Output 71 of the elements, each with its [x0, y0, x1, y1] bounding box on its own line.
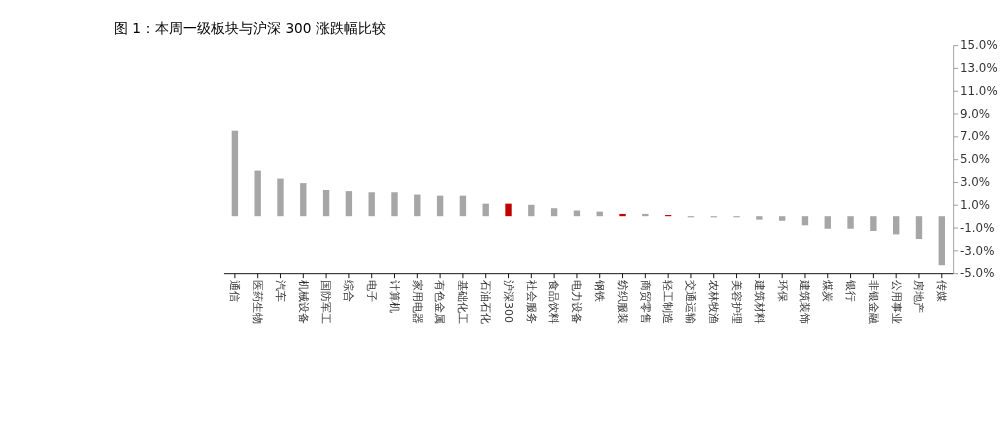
bar — [847, 216, 854, 229]
x-tick-label: 农林牧渔 — [707, 280, 721, 325]
chart-title: 图 1：本周一级板块与沪深 300 涨跌幅比较 — [114, 20, 386, 37]
bar — [938, 216, 945, 266]
x-tick-label: 有色金属 — [433, 280, 447, 325]
x-tick-label: 医药生物 — [251, 280, 265, 325]
x-tick-label: 汽车 — [273, 280, 287, 303]
x-tick-label: 沪深300 — [501, 280, 515, 323]
y-tick-label: 1.0% — [960, 197, 991, 212]
x-tick-label: 机械设备 — [296, 280, 310, 325]
y-tick-label: -3.0% — [960, 243, 995, 258]
x-tick-label: 通信 — [228, 280, 242, 303]
x-tick-label: 传媒 — [935, 280, 949, 303]
x-tick-label: 综合 — [342, 280, 356, 303]
bar — [300, 183, 307, 217]
x-tick-label: 食品饮料 — [547, 280, 561, 325]
y-tick-label: 13.0% — [960, 61, 998, 76]
bar — [892, 216, 900, 235]
bar — [550, 208, 558, 217]
bar — [870, 216, 877, 232]
y-tick-label: 7.0% — [960, 129, 991, 144]
x-tick-label: 建筑装饰 — [798, 279, 812, 325]
bar — [459, 195, 467, 217]
bar — [391, 192, 398, 217]
x-tick-label: 基础化工 — [456, 280, 470, 325]
bar — [915, 216, 923, 239]
x-tick-label: 煤炭 — [821, 280, 835, 303]
y-tick-label: 15.0% — [960, 38, 998, 53]
bar — [573, 210, 581, 217]
y-tick-label: 5.0% — [960, 152, 991, 167]
x-tick-label: 商贸零售 — [638, 280, 652, 325]
bar — [436, 195, 444, 217]
x-tick-label: 环保 — [775, 280, 789, 303]
bar — [414, 194, 421, 217]
x-tick-label: 社会服务 — [524, 280, 538, 325]
bar — [345, 191, 353, 217]
x-tick-label: 轻工制造 — [661, 280, 675, 325]
x-tick-label: 电力设备 — [570, 280, 584, 325]
bar — [322, 189, 330, 217]
x-tick-label: 钢铁 — [593, 279, 607, 303]
bar — [231, 130, 239, 217]
x-tick-label: 石油石化 — [479, 280, 493, 325]
y-tick-label: -5.0% — [960, 266, 995, 281]
x-tick-label: 电子 — [365, 280, 379, 303]
bar — [482, 203, 489, 217]
x-tick-label: 交通运输 — [684, 280, 698, 325]
bar — [528, 204, 535, 217]
x-tick-label: 公用事业 — [889, 280, 903, 325]
x-tick-label: 建筑材料 — [752, 279, 766, 325]
x-tick-label: 房地产 — [912, 280, 926, 314]
bar — [778, 216, 786, 221]
y-tick-label: -1.0% — [960, 220, 995, 235]
bar — [368, 192, 375, 217]
y-tick-label: 3.0% — [960, 175, 991, 190]
bar — [619, 213, 626, 217]
bar — [756, 216, 763, 220]
x-tick-label: 美容护理 — [729, 280, 743, 325]
x-tick-label: 非银金融 — [866, 280, 880, 325]
y-tick-label: 11.0% — [960, 83, 998, 98]
x-tick-label: 国防军工 — [319, 280, 333, 325]
bar — [505, 203, 512, 217]
x-tick-label: 家用电器 — [410, 280, 424, 325]
x-tick-label: 纺织服装 — [615, 280, 629, 325]
bar — [801, 216, 809, 226]
y-tick-label: 9.0% — [960, 106, 991, 121]
bar — [277, 178, 284, 217]
bar — [824, 216, 831, 229]
bar — [642, 213, 649, 217]
bar — [254, 170, 261, 217]
x-tick-label: 计算机 — [387, 280, 401, 314]
x-tick-label: 银行 — [843, 279, 857, 303]
